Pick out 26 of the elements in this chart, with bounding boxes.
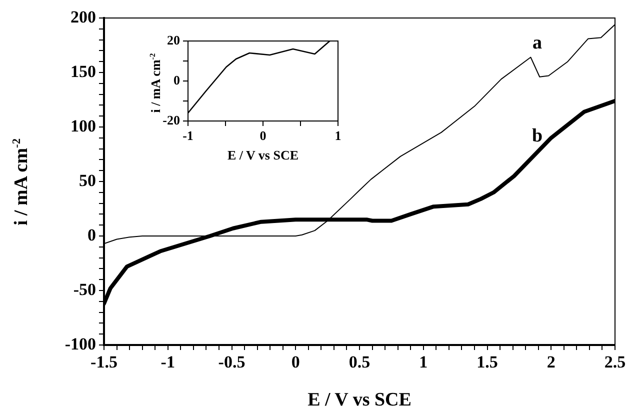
y-tick-label: 50 [79,170,96,190]
x-tick-label: -1.5 [90,352,118,372]
series-label: b [532,126,543,147]
x-tick-label: 0.5 [348,352,370,372]
x-tick-label: 1.5 [476,352,498,372]
y-tick-label: 20 [167,32,180,48]
x-tick-label: 2 [546,352,556,372]
x-tick-label: 0 [260,128,266,144]
x-tick-label: 2.5 [604,352,626,372]
x-axis-title: E / V vs SCE [227,148,299,163]
series-label: a [532,32,542,54]
y-tick-label: 0 [88,225,96,244]
x-tick-label: 1 [334,128,342,144]
y-tick-label: -50 [73,280,96,299]
y-tick-label: 0 [174,72,180,88]
y-tick-label: 200 [70,7,96,26]
x-tick-label: 0 [291,352,300,372]
y-tick-label: -20 [162,112,180,128]
x-tick-label: -1 [160,352,175,372]
y-tick-label: -100 [64,334,96,354]
y-tick-label: 150 [70,62,96,81]
x-tick-label: -0.5 [218,352,246,372]
y-tick-label: 100 [70,116,96,136]
x-tick-label: 1 [419,352,428,372]
x-axis-title: E / V vs SCE [308,390,412,411]
x-tick-label: -1 [182,128,194,144]
